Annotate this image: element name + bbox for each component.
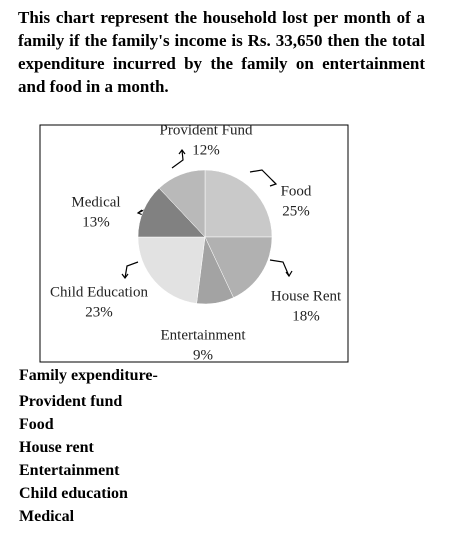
pie-slice <box>204 169 273 238</box>
category-label: Medical <box>71 194 120 210</box>
category-label: Food <box>281 183 312 199</box>
question: This chart represent the household lost … <box>18 8 425 96</box>
value-label: 13% <box>82 214 110 230</box>
answer-heading: Family expenditure- <box>19 367 158 384</box>
pie-slice <box>137 236 206 304</box>
value-label: 23% <box>85 304 113 320</box>
category-label: Child Education <box>50 284 148 300</box>
pie-slice <box>204 236 273 298</box>
value-label: 25% <box>282 203 310 219</box>
value-label: 12% <box>192 142 220 158</box>
answer-item: Provident fund <box>19 393 123 410</box>
answer-item: Food <box>19 416 54 433</box>
category-label: Entertainment <box>161 327 247 343</box>
category-label: Provident Fund <box>160 122 253 138</box>
answer-item: Medical <box>19 508 75 525</box>
value-label: 9% <box>193 347 213 363</box>
value-label: 18% <box>292 308 320 324</box>
category-label: House Rent <box>271 288 342 304</box>
pie-slice <box>137 187 206 238</box>
answer-item: Entertainment <box>19 462 120 479</box>
answer-item: House rent <box>19 439 94 456</box>
answer-item: Child education <box>19 485 128 502</box>
pie-slice <box>158 169 206 238</box>
